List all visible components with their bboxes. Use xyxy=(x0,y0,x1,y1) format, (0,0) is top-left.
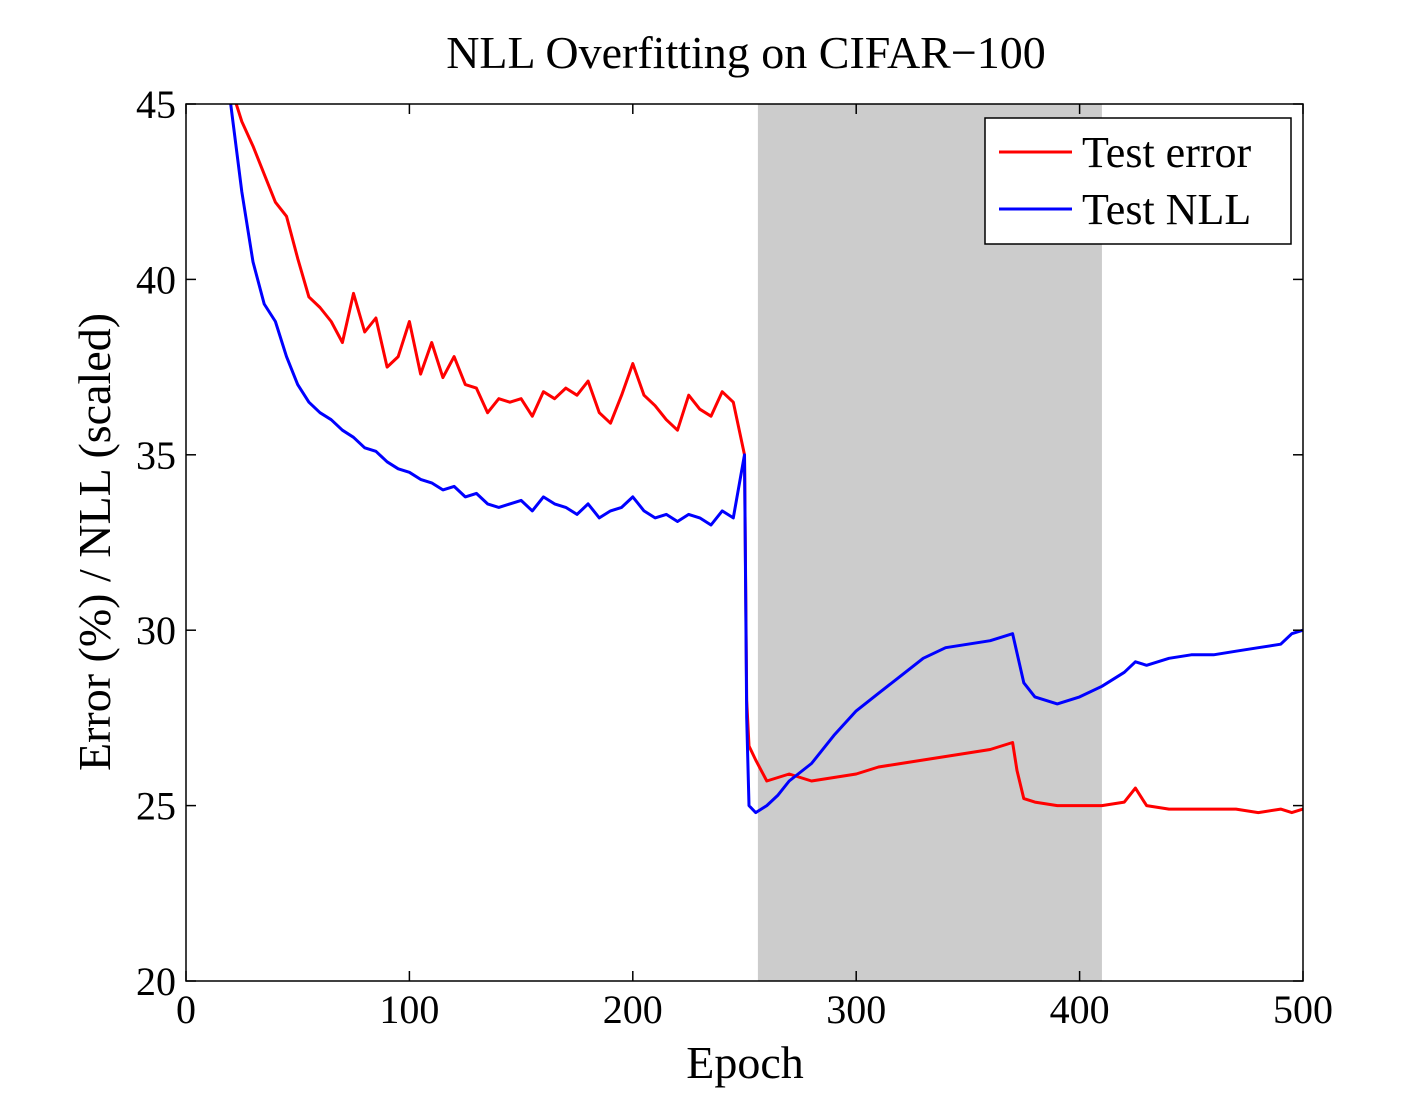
shaded-region xyxy=(757,104,1102,981)
series-line-test-error xyxy=(234,104,1303,815)
y-tick-label: 40 xyxy=(136,257,176,302)
y-tick-label: 20 xyxy=(136,959,176,1004)
x-tick-label: 100 xyxy=(379,987,439,1032)
x-tick-label: 400 xyxy=(1050,987,1110,1032)
y-tick-label: 25 xyxy=(136,784,176,829)
y-tick-label: 30 xyxy=(136,608,176,653)
plot-frame xyxy=(185,103,1304,982)
x-tick-label: 300 xyxy=(826,987,886,1032)
y-axis-label: Error (%) / NLL (scaled) xyxy=(69,313,120,771)
x-axis-label: Epoch xyxy=(686,1037,804,1088)
x-tick-label: 200 xyxy=(603,987,663,1032)
x-tick-label: 500 xyxy=(1273,987,1333,1032)
chart-title: NLL Overfitting on CIFAR−100 xyxy=(446,27,1046,78)
legend-label-test-nll: Test NLL xyxy=(1082,185,1251,234)
legend-label-test-error: Test error xyxy=(1082,128,1252,177)
y-tick-label: 45 xyxy=(136,82,176,127)
legend-box xyxy=(984,117,1292,245)
legend: Test error Test NLL xyxy=(984,117,1292,245)
x-tick-label: 0 xyxy=(176,987,196,1032)
series-line-test-nll xyxy=(229,104,1303,815)
y-tick-label: 35 xyxy=(136,433,176,478)
